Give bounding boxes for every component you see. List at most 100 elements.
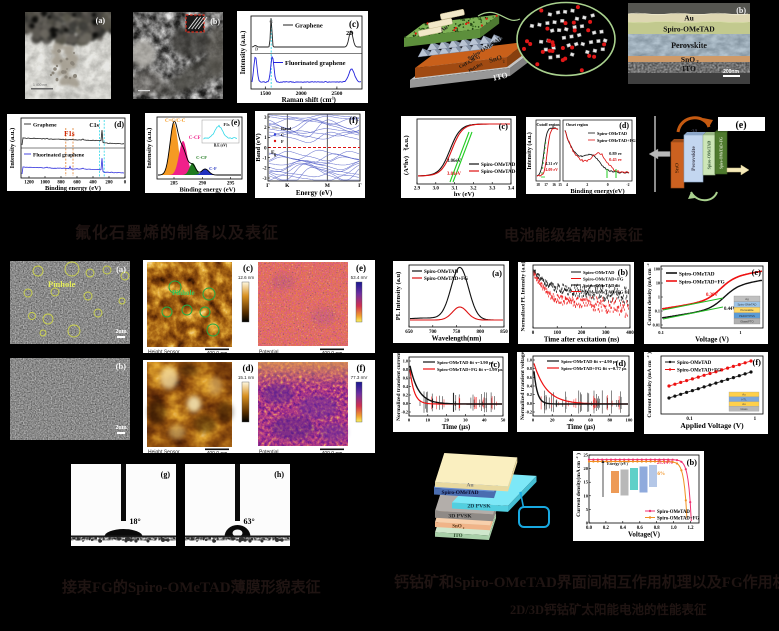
svg-text:C1s: C1s <box>89 123 99 129</box>
svg-text:Perovskite: Perovskite <box>671 41 707 50</box>
svg-text:2D: 2D <box>346 31 354 37</box>
svg-text:Spiro-OMeTAD: Spiro-OMeTAD <box>597 131 627 136</box>
svg-text:Glass: Glass <box>740 407 748 411</box>
svg-text:0.6: 0.6 <box>403 376 408 381</box>
svg-text:Time (μs): Time (μs) <box>567 423 596 431</box>
svg-text:Spiro-OMeTAD+FG: Spiro-OMeTAD+FG <box>720 137 724 169</box>
svg-text:F: F <box>281 139 284 144</box>
svg-text:1: 1 <box>739 330 742 335</box>
svg-text:50: 50 <box>501 418 506 423</box>
svg-text:ITO: ITO <box>453 534 462 539</box>
svg-text:0: 0 <box>532 418 535 423</box>
svg-text:Normalized transient voltage: Normalized transient voltage <box>520 352 526 420</box>
svg-text:0.1: 0.1 <box>686 417 693 422</box>
svg-text:Au: Au <box>742 402 746 406</box>
svg-text:3D PVSK: 3D PVSK <box>448 514 472 520</box>
svg-text:Pb(I,Br): Pb(I,Br) <box>467 61 483 73</box>
svg-text:0.1: 0.1 <box>658 330 664 335</box>
svg-text:Spiro-OMeTAD+FG fit τ=1.99 μs: Spiro-OMeTAD+FG fit τ=1.99 μs <box>437 367 503 372</box>
svg-text:0.1: 0.1 <box>655 309 660 314</box>
svg-text:Spiro-OMeTAD: Spiro-OMeTAD <box>583 270 615 275</box>
svg-text:(f): (f) <box>349 115 358 125</box>
svg-text:D: D <box>255 47 259 52</box>
svg-text:Intensity (a.u.): Intensity (a.u.) <box>239 30 247 74</box>
svg-text:Spiro-OMeTAD: Spiro-OMeTAD <box>679 272 715 278</box>
svg-text:): ) <box>334 96 337 103</box>
svg-text:2um: 2um <box>115 425 126 431</box>
svg-text:Fluorinated graphene: Fluorinated graphene <box>285 60 346 67</box>
svg-text:2000: 2000 <box>296 91 307 97</box>
svg-text:(c): (c) <box>499 121 509 131</box>
svg-text:(d): (d) <box>243 363 254 373</box>
svg-text:Graphene: Graphene <box>33 123 57 129</box>
svg-text:400.0 nm: 400.0 nm <box>207 351 228 353</box>
svg-text:400.0 nm: 400.0 nm <box>322 451 343 453</box>
svg-text:-2: -2 <box>646 355 650 358</box>
svg-text:200: 200 <box>578 331 586 336</box>
svg-text:(e): (e) <box>735 120 746 131</box>
svg-text:2: 2 <box>463 526 465 530</box>
svg-text:0.6: 0.6 <box>527 375 532 380</box>
svg-text:-3: -3 <box>263 177 268 182</box>
svg-text:Perovskite: Perovskite <box>740 308 754 312</box>
svg-text:Binding energy (eV): Binding energy (eV) <box>180 187 236 194</box>
svg-text:2: 2 <box>502 58 505 63</box>
svg-text:Spiro-OMeTAD fit τ=3.90 μs: Spiro-OMeTAD fit τ=3.90 μs <box>437 360 494 365</box>
svg-text:(c): (c) <box>491 359 501 369</box>
svg-text:ITO: ITO <box>682 64 696 73</box>
svg-text:40: 40 <box>569 418 574 423</box>
svg-text:(f): (f) <box>753 357 762 367</box>
svg-text:Height Sensor: Height Sensor <box>148 350 180 354</box>
svg-text:0.44V: 0.44V <box>724 307 736 312</box>
svg-text:Raman shift (cm: Raman shift (cm <box>282 96 332 103</box>
svg-text:-0.2: -0.2 <box>401 410 408 415</box>
svg-text:-1: -1 <box>263 156 268 161</box>
svg-text:200nm: 200nm <box>723 69 739 75</box>
svg-text:Glass/FTO: Glass/FTO <box>740 319 754 323</box>
svg-text:(d): (d) <box>114 120 124 129</box>
svg-text:Spiro-OMeTAD+FG: Spiro-OMeTAD+FG <box>679 280 725 286</box>
svg-text:Spiro-OMeTAD+FG: Spiro-OMeTAD+FG <box>424 277 468 282</box>
svg-text:0.0: 0.0 <box>527 401 532 406</box>
svg-text:3.1: 3.1 <box>451 187 458 192</box>
svg-text:(e): (e) <box>231 118 240 127</box>
svg-text:Spiro-OMeTAD: Spiro-OMeTAD <box>663 25 715 34</box>
svg-text:Potential: Potential <box>259 450 278 454</box>
svg-text:Pinhole: Pinhole <box>172 289 195 297</box>
svg-text:Voltage (V): Voltage (V) <box>695 336 729 344</box>
svg-text:0.2: 0.2 <box>603 526 610 531</box>
svg-text:0: 0 <box>586 521 589 526</box>
svg-text:Au: Au <box>466 483 473 489</box>
svg-text:1: 1 <box>264 136 267 141</box>
svg-text:Time after excitation (ns): Time after excitation (ns) <box>544 336 620 344</box>
svg-text:-3.9: -3.9 <box>691 128 697 133</box>
svg-text:25: 25 <box>584 453 589 458</box>
svg-text:0.0: 0.0 <box>403 401 408 406</box>
svg-text:1.2: 1.2 <box>688 526 695 531</box>
svg-text:400.0 nm: 400.0 nm <box>207 451 228 453</box>
svg-text:(e): (e) <box>752 267 762 277</box>
svg-text:4.31 eV: 4.31 eV <box>545 161 558 166</box>
svg-text:Spiro-OMeTAD+FG: Spiro-OMeTAD+FG <box>481 170 516 175</box>
svg-text:20: 20 <box>550 418 555 423</box>
svg-text:ITO: ITO <box>492 71 508 83</box>
svg-text:Graphene: Graphene <box>295 23 323 30</box>
svg-text:2: 2 <box>696 59 699 64</box>
svg-text:Energy (eV): Energy (eV) <box>296 189 333 197</box>
svg-text:80: 80 <box>608 418 613 423</box>
svg-text:3.3: 3.3 <box>489 187 496 192</box>
svg-text:(a): (a) <box>492 268 502 278</box>
svg-text:Spiro-OMeTAD+FG fit τ=0.77 μs: Spiro-OMeTAD+FG fit τ=0.77 μs <box>561 366 627 371</box>
svg-text:0.8: 0.8 <box>654 526 661 531</box>
svg-text:(A*hv): (A*hv) <box>403 156 410 175</box>
svg-text:0: 0 <box>124 181 127 186</box>
svg-text:-0.2: -0.2 <box>525 410 532 415</box>
svg-text:(g): (g) <box>161 470 171 479</box>
svg-text:1: 1 <box>658 295 660 300</box>
svg-text:0: 0 <box>532 331 535 336</box>
svg-text:650: 650 <box>405 330 413 335</box>
svg-text:0.89 ev: 0.89 ev <box>609 151 623 156</box>
svg-text:53.4 mV: 53.4 mV <box>351 275 368 280</box>
svg-text:800: 800 <box>57 181 65 186</box>
svg-text:Applied Voltage (V): Applied Voltage (V) <box>680 421 744 430</box>
